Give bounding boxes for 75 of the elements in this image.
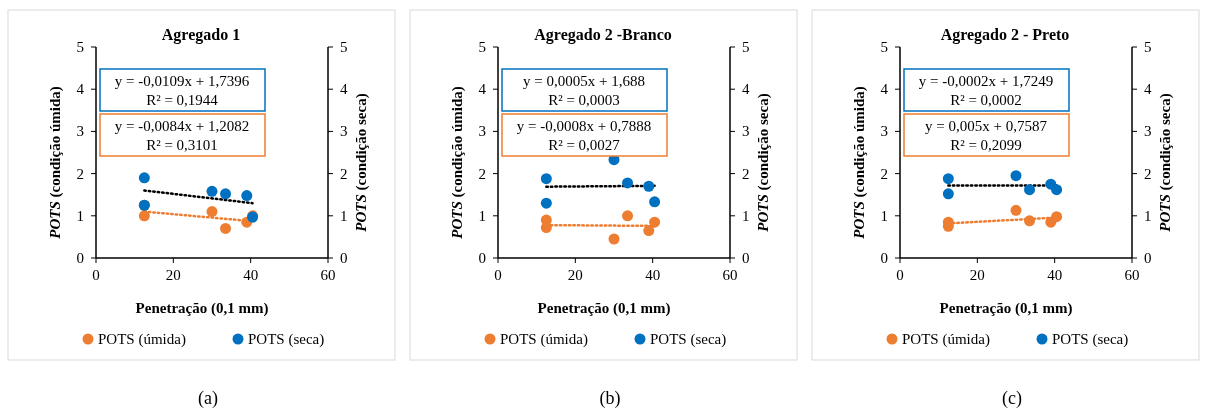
- y2-tick-label: 4: [742, 81, 750, 98]
- y2-tick-label: 3: [340, 123, 348, 140]
- y2-tick-label: 2: [340, 165, 348, 182]
- y2-tick-label: 2: [742, 165, 750, 182]
- legend-label: POTS (úmida): [98, 331, 186, 348]
- x-tick-label: 60: [1124, 267, 1140, 283]
- y2-tick-label: 5: [742, 39, 750, 55]
- y2-tick-label: 1: [742, 207, 750, 224]
- legend-label: POTS (úmida): [500, 331, 588, 348]
- y2-tick-label: 0: [1144, 250, 1152, 266]
- y2-tick-label: 5: [340, 39, 348, 55]
- y2-axis-title: POTS (condição seca): [1157, 93, 1174, 232]
- y-tick-label: 1: [880, 207, 888, 224]
- annotation: y = -0,0109x + 1,7396 R² = 0,1944: [114, 73, 250, 108]
- y-axis-title: POTS (condição úmida): [449, 86, 466, 239]
- y-tick-label: 2: [76, 165, 84, 182]
- text: (a): [198, 388, 218, 409]
- legend-label: POTS (úmida): [902, 331, 990, 348]
- y-axis-title: POTS (condição úmida): [851, 86, 868, 239]
- chart-title: Agregado 2 -Branco: [534, 26, 672, 44]
- y-tick-label: 4: [478, 81, 487, 98]
- x-tick-label: 40: [243, 267, 259, 283]
- legend-label: POTS (seca): [248, 331, 325, 348]
- y2-tick-label: 1: [340, 207, 348, 224]
- x-tick-label: 0: [494, 267, 502, 283]
- x-axis-title: Penetração (0,1 mm): [135, 300, 269, 317]
- y-tick-label: 4: [76, 81, 85, 98]
- y2-tick-label: 0: [742, 250, 750, 266]
- annotation: y = -0,0008x + 0,7888 R² = 0,0027: [516, 118, 652, 153]
- y-tick-label: 0: [880, 250, 888, 266]
- y-tick-label: 3: [76, 123, 84, 140]
- x-tick-label: 60: [722, 267, 738, 283]
- y-tick-label: 5: [880, 39, 888, 55]
- x-tick-label: 0: [92, 267, 100, 283]
- annotation: y = 0,005x + 0,7587 R² = 0,2099: [925, 118, 1048, 153]
- y2-tick-label: 3: [1144, 123, 1152, 140]
- text: (c): [1002, 388, 1022, 409]
- y2-axis-title: POTS (condição seca): [755, 93, 772, 232]
- y2-axis-title: POTS (condição seca): [353, 93, 370, 232]
- y-tick-label: 1: [76, 207, 84, 224]
- legend-label: POTS (seca): [1052, 331, 1129, 348]
- annotation: y = -0,0002x + 1,7249 R² = 0,0002: [918, 73, 1054, 108]
- annotation: y = -0,0084x + 1,2082 R² = 0,3101: [114, 118, 250, 153]
- y-tick-label: 5: [76, 39, 84, 55]
- y2-tick-label: 5: [1144, 39, 1152, 55]
- x-tick-label: 20: [969, 267, 985, 283]
- y-tick-label: 2: [880, 165, 888, 182]
- text: (b): [599, 388, 621, 409]
- x-tick-label: 20: [165, 267, 181, 283]
- x-tick-label: 0: [896, 267, 904, 283]
- y2-tick-label: 2: [1144, 165, 1152, 182]
- y2-tick-label: 1: [1144, 207, 1152, 224]
- x-axis-title: Penetração (0,1 mm): [939, 300, 1073, 317]
- x-tick-label: 20: [567, 267, 583, 283]
- y-tick-label: 0: [478, 250, 486, 266]
- y2-tick-label: 0: [340, 250, 348, 266]
- chart-title: Agregado 2 - Preto: [940, 26, 1070, 44]
- annotation: y = 0,0005x + 1,688 R² = 0,0003: [523, 73, 645, 108]
- x-tick-label: 40: [1047, 267, 1063, 283]
- x-tick-label: 60: [320, 267, 336, 283]
- y-tick-label: 2: [478, 165, 486, 182]
- y-axis-title: POTS (condição úmida): [47, 86, 64, 239]
- y-tick-label: 4: [880, 81, 889, 98]
- y-tick-label: 3: [478, 123, 486, 140]
- x-axis-title: Penetração (0,1 mm): [537, 300, 671, 317]
- y-tick-label: 3: [880, 123, 888, 140]
- y2-tick-label: 4: [1144, 81, 1152, 98]
- y-tick-label: 5: [478, 39, 486, 55]
- y-tick-label: 1: [478, 207, 486, 224]
- y-tick-label: 0: [76, 250, 84, 266]
- y2-tick-label: 3: [742, 123, 750, 140]
- y2-tick-label: 4: [340, 81, 348, 98]
- x-tick-label: 40: [645, 267, 661, 283]
- legend-label: POTS (seca): [650, 331, 727, 348]
- chart-title: Agregado 1: [161, 26, 241, 44]
